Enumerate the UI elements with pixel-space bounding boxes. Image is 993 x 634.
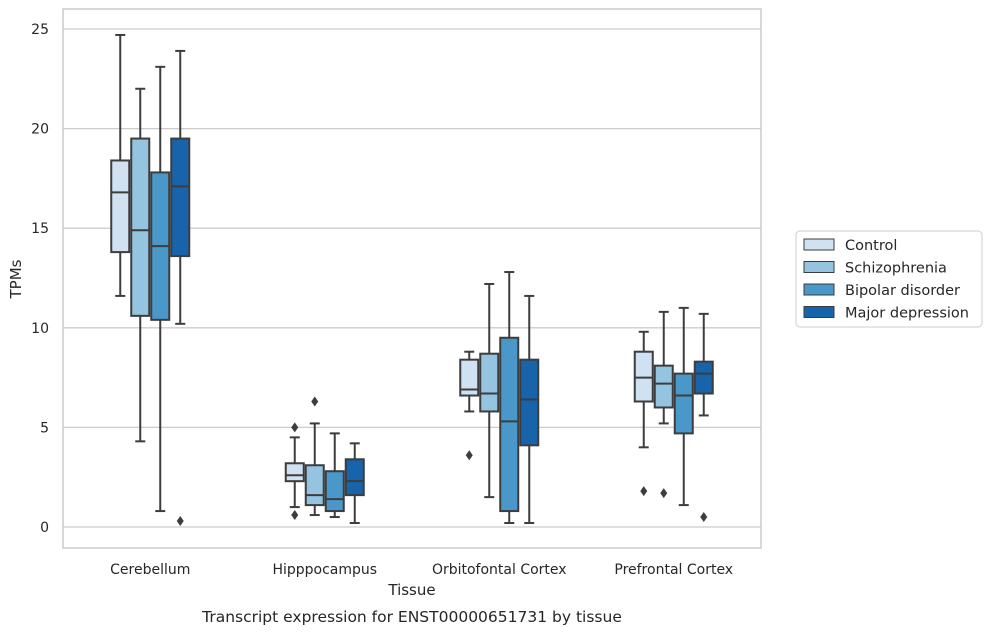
box-control-3 bbox=[633, 330, 654, 497]
box-plot-series bbox=[110, 33, 714, 527]
x-tick-label: Prefrontal Cortex bbox=[614, 562, 733, 578]
x-axis-label: Tissue bbox=[387, 581, 435, 599]
legend-swatch bbox=[803, 238, 835, 251]
y-tick-label: 20 bbox=[31, 122, 49, 138]
x-tick-label: Hipppocampus bbox=[272, 562, 377, 578]
x-axis-ticks: Cerebellum Hipppocampus Orbitofontal Corte… bbox=[110, 562, 733, 578]
box-control-2 bbox=[459, 350, 480, 461]
legend-label: Control bbox=[845, 238, 897, 254]
x-tick-label: Orbitofontal Cortex bbox=[432, 562, 567, 578]
legend-swatch bbox=[803, 261, 835, 273]
outlier-point bbox=[291, 510, 299, 521]
box-major-depression-0 bbox=[170, 49, 191, 527]
box-major-depression-3 bbox=[693, 312, 714, 523]
legend-swatch bbox=[803, 306, 835, 318]
box-iqr bbox=[170, 137, 191, 258]
box-schizophrenia-3 bbox=[653, 310, 674, 499]
legend: Control Schizophrenia Bipolar disorder Majo… bbox=[795, 230, 983, 328]
box-major-depression-1 bbox=[344, 442, 365, 525]
box-iqr bbox=[324, 470, 345, 513]
box-bipolar-disorder-0 bbox=[150, 65, 171, 513]
box-iqr bbox=[693, 360, 714, 395]
box-iqr bbox=[653, 364, 674, 409]
outlier-point bbox=[700, 512, 708, 523]
box-bipolar-disorder-3 bbox=[673, 306, 694, 507]
box-control-1 bbox=[284, 422, 305, 521]
box-major-depression-2 bbox=[519, 294, 540, 525]
y-axis-label: TPMs bbox=[7, 259, 25, 299]
box-iqr bbox=[479, 352, 500, 413]
plot-frame bbox=[62, 8, 762, 549]
outlier-point bbox=[176, 516, 184, 527]
legend-label: Major depression bbox=[845, 306, 969, 322]
x-tick-label: Cerebellum bbox=[110, 562, 190, 578]
box-iqr bbox=[519, 358, 540, 447]
outlier-point bbox=[291, 422, 299, 433]
box-iqr bbox=[130, 137, 151, 317]
box-bipolar-disorder-1 bbox=[324, 432, 345, 519]
legend-box bbox=[795, 230, 983, 328]
legend-swatch bbox=[803, 283, 835, 296]
y-axis-ticks: 0 5 10 15 20 25 bbox=[31, 22, 49, 536]
box-iqr bbox=[499, 336, 520, 513]
outlier-point bbox=[311, 396, 319, 407]
legend-label: Bipolar disorder bbox=[845, 283, 960, 299]
y-tick-label: 25 bbox=[31, 22, 49, 38]
outlier-point bbox=[640, 486, 648, 497]
outlier-point bbox=[660, 488, 668, 499]
box-iqr bbox=[344, 458, 365, 497]
legend-label: Schizophrenia bbox=[845, 261, 947, 277]
box-schizophrenia-1 bbox=[304, 396, 325, 517]
y-tick-label: 5 bbox=[40, 420, 49, 436]
box-iqr bbox=[110, 159, 131, 254]
box-iqr bbox=[673, 372, 694, 435]
box-schizophrenia-0 bbox=[130, 87, 151, 443]
y-tick-label: 15 bbox=[31, 221, 49, 237]
y-tick-label: 0 bbox=[40, 520, 49, 536]
box-iqr bbox=[304, 464, 325, 507]
outlier-point bbox=[465, 450, 473, 461]
box-bipolar-disorder-2 bbox=[499, 271, 520, 525]
box-control-0 bbox=[110, 33, 131, 297]
chart-caption: Transcript expression for ENST0000065173… bbox=[201, 608, 622, 626]
box-schizophrenia-2 bbox=[479, 282, 500, 499]
box-iqr bbox=[284, 462, 305, 483]
y-tick-label: 10 bbox=[31, 321, 49, 337]
box-iqr bbox=[459, 358, 480, 397]
